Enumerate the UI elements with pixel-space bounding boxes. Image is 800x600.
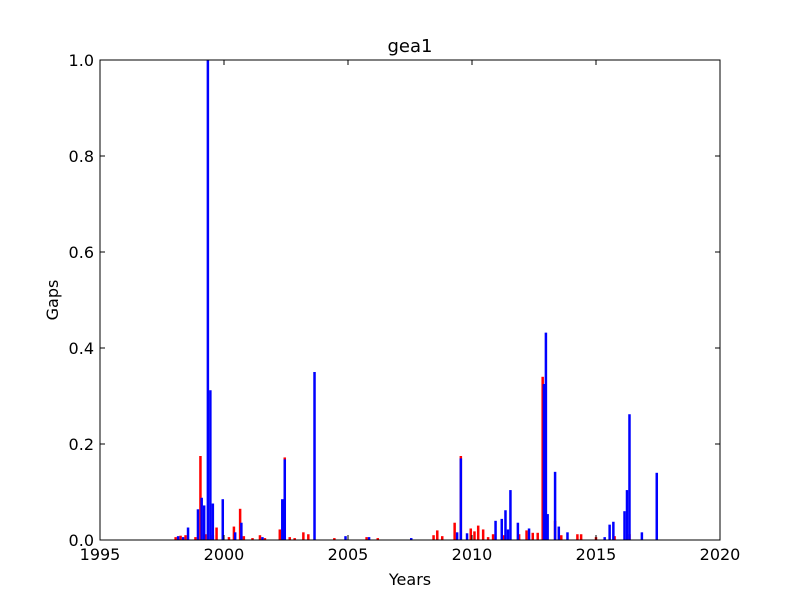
bar-series-1-point-4 — [200, 497, 203, 540]
bar-series-0-point-38 — [531, 532, 535, 540]
bar-series-1-point-12 — [261, 537, 264, 540]
bar-series-1-point-13 — [281, 499, 284, 540]
bar-series-1-point-35 — [603, 537, 606, 540]
bar-series-1-point-40 — [628, 414, 631, 540]
bar-series-1-point-28 — [527, 528, 531, 540]
bar-series-1-point-20 — [459, 458, 463, 540]
bar-series-0-point-32 — [481, 529, 485, 540]
bar-series-1-point-11 — [240, 522, 243, 540]
x-tick-label-5: 2020 — [700, 545, 741, 564]
bar-series-0-point-12 — [251, 538, 254, 540]
bar-series-0-point-19 — [302, 532, 305, 540]
bar-series-1-point-37 — [612, 521, 615, 540]
bar-series-0-point-21 — [333, 538, 336, 540]
bar-series-1-point-23 — [500, 518, 504, 540]
bar-series-0-point-13 — [258, 535, 262, 540]
bar-series-1-point-33 — [557, 526, 561, 540]
x-tick-label-3: 2010 — [452, 545, 493, 564]
bar-series-0-point-42 — [560, 535, 563, 540]
bar-series-0-point-30 — [473, 531, 476, 540]
bar-series-0-point-11 — [242, 536, 246, 540]
bar-series-1-point-31 — [546, 514, 549, 540]
bar-series-0-point-27 — [453, 522, 456, 540]
bar-series-0-point-17 — [288, 537, 291, 540]
y-tick-label-4: 0.8 — [69, 147, 94, 166]
y-tick-label-2: 0.4 — [69, 339, 94, 358]
bar-series-0-point-7 — [215, 527, 218, 540]
bar-series-0-point-43 — [576, 534, 579, 540]
bar-series-0-point-18 — [293, 538, 296, 540]
bar-series-0-point-37 — [525, 530, 528, 540]
y-axis-label: Gaps — [43, 280, 62, 321]
bar-series-0-point-20 — [307, 534, 310, 540]
bars-layer — [174, 60, 659, 540]
bar-series-1-point-26 — [509, 490, 512, 540]
bar-series-1-point-5 — [202, 505, 206, 540]
bar-series-0-point-15 — [278, 529, 282, 540]
bar-series-1-point-42 — [655, 472, 659, 540]
bar-series-0-point-14 — [263, 538, 267, 540]
bar-series-1-point-36 — [608, 524, 611, 540]
bar-series-0-point-39 — [536, 532, 539, 540]
bar-series-0-point-34 — [491, 534, 495, 540]
bar-series-1-point-3 — [196, 509, 200, 540]
bar-series-1-point-9 — [221, 499, 225, 540]
bar-series-0-point-2 — [184, 535, 187, 540]
x-tick-label-2: 2005 — [328, 545, 369, 564]
bar-series-0-point-44 — [579, 534, 583, 540]
bar-series-1-point-21 — [465, 533, 469, 540]
bar-series-0-point-33 — [486, 537, 490, 540]
bar-series-1-point-27 — [516, 522, 520, 540]
bar-series-1-point-16 — [344, 536, 347, 540]
bar-series-1-point-32 — [553, 471, 557, 540]
bar-series-1-point-6 — [206, 60, 210, 540]
bar-series-0-point-3 — [194, 537, 197, 540]
x-tick-label-4: 2015 — [576, 545, 617, 564]
bar-series-1-point-19 — [455, 532, 459, 540]
bar-series-1-point-2 — [186, 527, 190, 540]
bar-series-1-point-17 — [367, 537, 371, 540]
bar-series-0-point-22 — [365, 537, 368, 540]
bar-series-1-point-39 — [625, 490, 629, 540]
bar-series-1-point-38 — [623, 511, 626, 540]
chart-title: gea1 — [388, 36, 433, 57]
bar-series-0-point-31 — [476, 525, 480, 540]
bar-series-1-point-15 — [313, 372, 316, 540]
bar-series-1-point-0 — [176, 536, 180, 540]
bar-series-1-point-10 — [233, 532, 237, 540]
bar-series-1-point-22 — [494, 520, 497, 540]
bar-series-1-point-25 — [506, 529, 510, 540]
x-tick-label-1: 2000 — [204, 545, 245, 564]
bar-series-0-point-29 — [469, 528, 473, 540]
bar-series-0-point-26 — [440, 536, 444, 540]
bar-series-1-point-7 — [209, 390, 212, 540]
bar-series-1-point-14 — [283, 459, 287, 540]
y-tick-label-0: 0.0 — [69, 531, 94, 550]
bar-series-0-point-1 — [179, 535, 182, 540]
bar-series-1-point-18 — [409, 538, 413, 540]
bar-series-1-point-34 — [566, 532, 569, 540]
y-tick-label-5: 1.0 — [69, 51, 94, 70]
bar-series-0-point-24 — [432, 535, 435, 540]
plot-frame — [99, 59, 721, 541]
y-tick-label-3: 0.6 — [69, 243, 94, 262]
bar-series-0-point-0 — [174, 537, 177, 540]
bar-series-1-point-41 — [640, 532, 644, 540]
bar-series-1-point-30 — [544, 332, 548, 540]
x-tick-label-0: 1995 — [80, 545, 121, 564]
bar-series-1-point-29 — [542, 384, 546, 540]
y-tick-label-1: 0.2 — [69, 435, 94, 454]
bar-series-0-point-23 — [376, 538, 380, 540]
x-axis-label: Years — [388, 570, 431, 589]
bar-series-1-point-8 — [211, 503, 215, 540]
bar-series-0-point-8 — [227, 537, 231, 540]
bar-series-1-point-1 — [181, 537, 185, 540]
bar-series-1-point-24 — [504, 510, 507, 540]
ticks-layer: 1995 2000 2005 2010 2015 2020 0.0 0.2 0.4 0.6 0.8 1… — [69, 51, 741, 564]
bar-series-0-point-25 — [436, 530, 439, 540]
